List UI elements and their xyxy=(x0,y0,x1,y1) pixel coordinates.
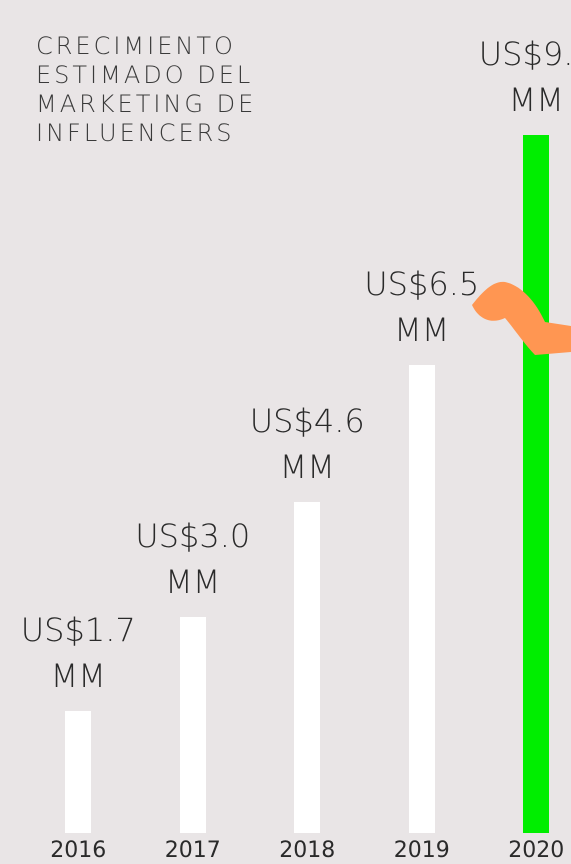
hand-shape xyxy=(472,282,571,355)
hand-icon xyxy=(0,0,571,864)
chart: CRECIMIENTO ESTIMADO DEL MARKETING DE IN… xyxy=(0,0,571,864)
